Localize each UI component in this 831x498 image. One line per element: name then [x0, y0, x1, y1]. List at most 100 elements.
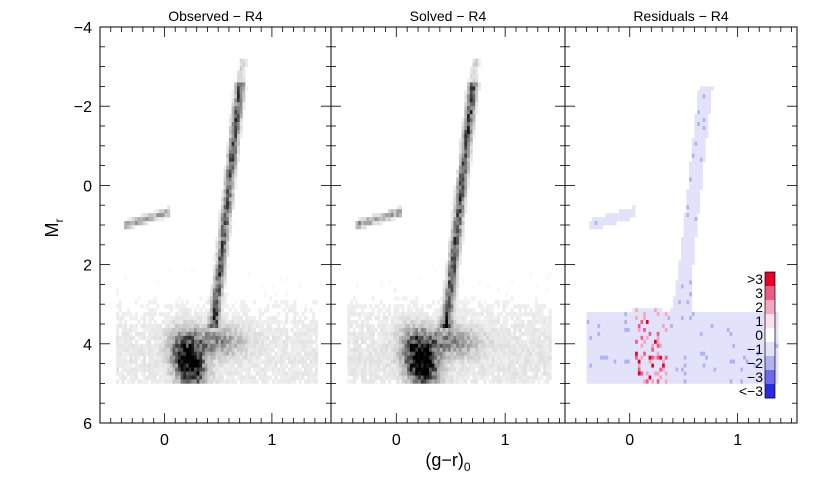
density-cell: [423, 320, 427, 325]
density-cell: [464, 324, 468, 329]
density-cell: [271, 343, 275, 349]
density-cell: [467, 133, 470, 139]
density-cell: [212, 288, 216, 293]
density-cell: [497, 320, 500, 325]
y-tick-label: −4: [74, 20, 92, 37]
residual-cell: [635, 343, 639, 349]
density-cell: [456, 371, 460, 376]
density-cell: [475, 110, 479, 115]
density-cell: [186, 335, 189, 341]
density-cell: [234, 335, 238, 341]
density-cell: [524, 375, 528, 380]
density-cell: [245, 351, 248, 356]
density-cell: [226, 157, 230, 162]
density-cell: [226, 367, 230, 372]
density-cell: [194, 375, 197, 380]
density-cell: [172, 324, 176, 329]
residual-cell: [683, 335, 687, 341]
density-cell: [488, 359, 492, 364]
density-cell: [393, 335, 397, 341]
residual-cell: [699, 324, 703, 329]
residual-cell: [691, 367, 695, 372]
density-cell: [467, 324, 470, 329]
density-cell: [388, 367, 392, 372]
residual-cell: [629, 328, 633, 333]
residual-cell: [705, 110, 709, 115]
density-cell: [169, 371, 173, 376]
density-cell: [161, 351, 165, 356]
density-cell: [228, 371, 232, 376]
density-cell: [194, 320, 197, 325]
density-cell: [524, 347, 528, 353]
density-cell: [143, 367, 146, 372]
residual-cell: [670, 331, 674, 337]
density-cell: [304, 347, 308, 353]
density-cell: [385, 347, 389, 353]
density-cell: [480, 312, 484, 317]
density-cell: [456, 328, 460, 333]
residual-cell: [694, 335, 698, 341]
density-cell: [458, 300, 462, 305]
residual-cell: [624, 324, 628, 329]
density-cell: [448, 280, 451, 285]
density-cell: [458, 189, 462, 194]
density-cell: [448, 276, 451, 281]
residual-cell: [637, 324, 641, 329]
density-cell: [358, 312, 362, 317]
residual-cell: [645, 347, 649, 353]
density-cell: [469, 296, 473, 301]
density-cell: [153, 355, 157, 360]
density-cell: [314, 335, 318, 341]
density-cell: [194, 371, 197, 376]
residual-cell: [718, 355, 722, 360]
density-cell: [518, 367, 522, 372]
residual-cell: [621, 209, 625, 214]
density-cell: [202, 379, 206, 384]
residual-cell: [632, 308, 636, 313]
density-cell: [355, 367, 359, 372]
density-cell: [145, 328, 149, 333]
density-cell: [494, 343, 498, 349]
density-cell: [475, 86, 479, 91]
density-cell: [255, 355, 259, 360]
residual-cell: [678, 260, 682, 265]
density-cell: [486, 339, 490, 345]
density-cell: [298, 367, 302, 372]
density-cell: [199, 331, 203, 337]
residual-cell: [732, 316, 736, 321]
density-cell: [543, 331, 547, 337]
residual-cell: [681, 379, 684, 384]
density-cell: [234, 161, 238, 166]
residual-cell: [737, 328, 741, 333]
residual-cell: [708, 331, 711, 337]
density-cell: [380, 367, 383, 372]
density-cell: [467, 106, 470, 111]
density-cell: [177, 316, 181, 321]
residual-cell: [681, 328, 684, 333]
residual-cell: [689, 268, 693, 273]
density-cell: [548, 272, 552, 277]
x-tick-label: 1: [267, 432, 276, 449]
density-cell: [350, 347, 353, 353]
density-cell: [253, 320, 257, 325]
residual-cell: [697, 114, 701, 119]
density-cell: [304, 308, 308, 313]
density-cell: [393, 363, 397, 368]
density-cell: [274, 335, 278, 341]
density-cell: [540, 304, 544, 309]
residual-cell: [705, 343, 709, 349]
density-cell: [483, 359, 487, 364]
residual-cell: [656, 328, 660, 333]
density-cell: [129, 324, 133, 329]
density-cell: [164, 347, 168, 353]
density-cell: [143, 213, 146, 218]
density-cell: [393, 359, 397, 364]
density-cell: [513, 355, 517, 360]
density-cell: [358, 331, 362, 337]
residual-cell: [686, 351, 690, 356]
density-cell: [263, 308, 267, 313]
density-cell: [456, 229, 460, 234]
density-cell: [143, 363, 146, 368]
density-cell: [169, 351, 173, 356]
density-cell: [502, 375, 506, 380]
